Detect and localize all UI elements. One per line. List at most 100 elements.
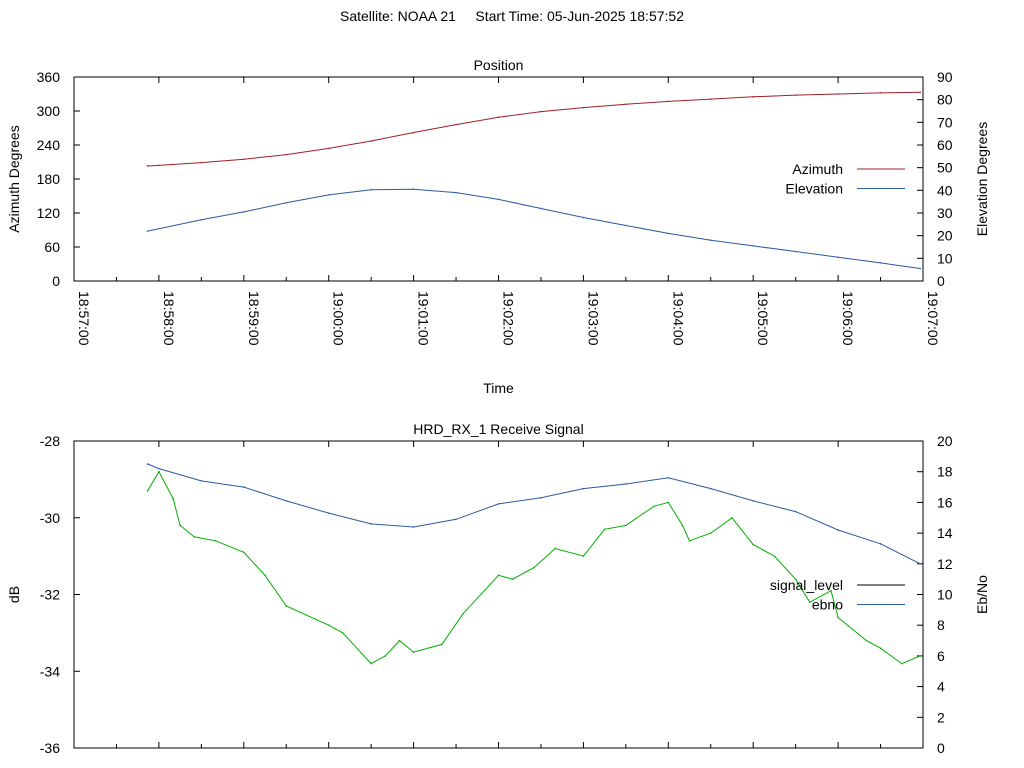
data-point-signal_level — [582, 555, 585, 557]
data-point-Elevation — [540, 207, 542, 210]
y2-tick-label: 20 — [937, 228, 953, 244]
data-point-signal_level — [511, 578, 514, 580]
data-point-signal_level — [441, 643, 443, 646]
data-point-Azimuth — [327, 147, 330, 150]
data-point-signal_level — [243, 551, 245, 554]
y2-tick-label: 0 — [937, 740, 945, 756]
data-point-Azimuth — [158, 164, 160, 167]
data-point-signal_level — [809, 601, 811, 603]
data-point-Elevation — [667, 232, 670, 235]
data-point-signal_level — [179, 524, 181, 527]
y-tick-label: -28 — [40, 433, 60, 449]
data-point-signal_level — [681, 524, 684, 527]
data-point-signal_level — [830, 589, 832, 592]
data-point-Elevation — [455, 191, 457, 194]
data-point-Azimuth — [879, 92, 882, 94]
data-point-signal_level — [327, 624, 330, 626]
data-point-Elevation — [879, 262, 882, 264]
data-point-Elevation — [370, 188, 372, 191]
data-point-signal_level — [497, 574, 500, 577]
data-point-ebno — [837, 529, 839, 531]
y-tick-label: 180 — [37, 171, 61, 187]
data-point-ebno — [327, 512, 330, 514]
x-axis-label: Time — [483, 380, 514, 396]
data-point-Azimuth — [794, 94, 797, 96]
data-point-signal_level — [794, 578, 797, 580]
legend-label-ebno: ebno — [812, 597, 843, 613]
legend-label-Azimuth: Azimuth — [792, 161, 843, 177]
y2-tick-label: 10 — [937, 250, 953, 266]
data-point-signal_level — [370, 662, 372, 665]
y2-tick-label: 2 — [937, 709, 945, 725]
y-tick-label: 0 — [52, 273, 60, 289]
y-tick-label: 60 — [44, 239, 60, 255]
data-point-signal_level — [554, 547, 556, 550]
data-point-signal_level — [342, 632, 344, 634]
y-tick-label: -34 — [40, 663, 60, 679]
data-point-signal_level — [731, 516, 733, 519]
data-point-ebno — [919, 563, 921, 565]
data-point-Azimuth — [667, 100, 670, 103]
series-line-ebno — [147, 463, 921, 565]
x-tick-label: 19:05:00 — [755, 291, 771, 346]
y2-tick-label: 50 — [937, 160, 953, 176]
y2-tick-label: 40 — [937, 182, 953, 198]
data-point-ebno — [158, 467, 160, 470]
data-point-signal_level — [384, 655, 387, 657]
data-point-ebno — [709, 487, 712, 490]
data-point-signal_level — [146, 490, 149, 492]
y2-axis-label: Elevation Degrees — [974, 122, 990, 236]
data-point-Elevation — [919, 267, 921, 270]
y2-tick-label: 20 — [937, 433, 953, 449]
data-point-signal_level — [462, 612, 464, 615]
data-point-ebno — [455, 518, 457, 521]
data-point-signal_level — [837, 616, 839, 619]
data-point-signal_level — [667, 501, 670, 504]
data-point-signal_level — [603, 528, 606, 531]
y-tick-label: 360 — [37, 69, 61, 85]
data-point-Azimuth — [919, 91, 921, 94]
x-tick-label: 18:59:00 — [246, 291, 262, 346]
data-point-Elevation — [625, 224, 627, 227]
data-point-Elevation — [146, 230, 149, 232]
data-point-ebno — [200, 480, 203, 482]
x-tick-label: 19:04:00 — [670, 291, 686, 346]
data-point-ebno — [497, 503, 500, 505]
x-tick-label: 19:03:00 — [585, 291, 601, 346]
y-axis-label: Azimuth Degrees — [6, 125, 22, 232]
y2-tick-label: 10 — [937, 587, 953, 603]
data-point-signal_level — [533, 566, 535, 569]
y2-tick-label: 70 — [937, 114, 953, 130]
y2-tick-label: 16 — [937, 494, 953, 510]
series-line-signal_level — [147, 470, 921, 665]
data-point-Azimuth — [200, 161, 203, 164]
x-tick-label: 19:02:00 — [501, 291, 517, 346]
y2-tick-label: 90 — [937, 69, 953, 85]
data-point-ebno — [370, 523, 372, 525]
plot-frame — [73, 76, 924, 282]
data-point-Elevation — [327, 194, 330, 196]
data-point-Elevation — [794, 250, 797, 253]
y2-tick-label: 14 — [937, 525, 953, 541]
data-point-signal_level — [653, 505, 655, 508]
data-point-signal_level — [264, 574, 266, 577]
y2-tick-label: 12 — [937, 556, 953, 572]
data-point-ebno — [582, 487, 585, 490]
data-point-signal_level — [752, 543, 754, 546]
x-tick-label: 18:58:00 — [161, 291, 177, 346]
data-point-Elevation — [285, 202, 288, 204]
y2-tick-label: 0 — [937, 273, 945, 289]
data-point-Azimuth — [709, 98, 712, 100]
data-point-Azimuth — [837, 93, 839, 95]
y2-tick-label: 80 — [937, 92, 953, 108]
data-point-ebno — [146, 463, 149, 465]
data-point-Azimuth — [146, 165, 149, 167]
data-point-signal_level — [900, 662, 903, 665]
data-point-signal_level — [158, 470, 160, 473]
y2-tick-label: 6 — [937, 648, 945, 664]
data-point-signal_level — [919, 655, 921, 657]
data-point-Azimuth — [540, 110, 542, 113]
data-point-signal_level — [285, 605, 288, 607]
data-point-Azimuth — [412, 131, 415, 134]
